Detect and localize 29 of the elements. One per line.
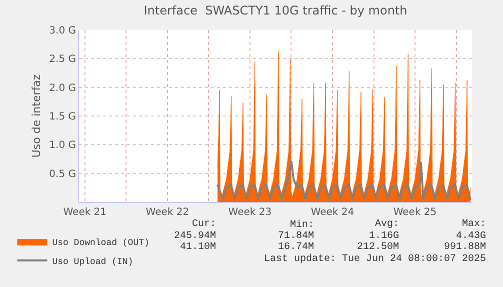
x-tick-label: Week 25 [393, 207, 437, 218]
text: 991.88M [444, 242, 486, 253]
y-tick-label: 1.0 G [49, 140, 76, 152]
text: 1.16G [369, 231, 400, 242]
legend-label: Uso Download (OUT) [52, 238, 150, 248]
text: Cur: [192, 219, 216, 230]
text: Max: [462, 219, 486, 230]
line-series [216, 160, 472, 201]
chart-title: Interface SWASCTY1 10G traffic - by month [144, 3, 408, 18]
text: Last update: Tue Jun 24 08:00:07 2025 [264, 253, 486, 265]
legend-label: Uso Upload (IN) [52, 256, 134, 267]
x-tick-label: Week 21 [63, 207, 107, 218]
text: 4.43G [456, 231, 486, 242]
text: Min: [290, 219, 314, 231]
text: 212.50M [357, 242, 400, 253]
y-axis-title: Uso de interfaz [30, 74, 43, 158]
text: 245.94M [174, 231, 216, 242]
y-tick-label: 2.5 G [49, 54, 76, 66]
y-tick-label: 0.5 G [49, 168, 76, 180]
x-tick-label: Week 24 [310, 207, 354, 218]
y-tick-label: 3.0 G [49, 26, 76, 36]
text: Avg: [375, 219, 400, 230]
y-tick-label: 2.0 G [49, 82, 76, 94]
text: 16.74M [278, 242, 314, 253]
x-tick-label: Week 22 [146, 207, 190, 218]
y-tick-label: 1.5 G [49, 112, 76, 122]
text: 71.84M [278, 231, 314, 242]
text: 41.10M [180, 242, 216, 253]
x-tick-label: Week 23 [228, 207, 272, 218]
